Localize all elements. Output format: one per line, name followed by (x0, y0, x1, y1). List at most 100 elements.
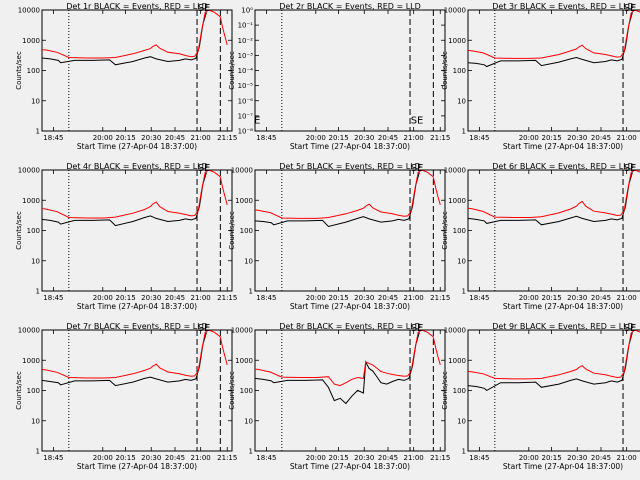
y-tick-label: 100 (453, 387, 466, 395)
y-tick-label: 10000 (444, 7, 466, 15)
annotation-label: SE (198, 323, 211, 334)
series-events-line (468, 332, 633, 392)
x-tick-label: 21:00 (191, 134, 211, 142)
plot-area (255, 170, 441, 291)
x-tick-label: 18:45 (469, 294, 489, 302)
y-tick-label: 10000 (444, 327, 466, 335)
x-tick-label: 20:00 (93, 454, 113, 462)
x-tick-label: 20:15 (329, 294, 349, 302)
x-tick-label: 20:15 (542, 134, 562, 142)
y-tick-label: 10 (244, 417, 253, 425)
y-tick-label: 10 (244, 257, 253, 265)
y-tick-label: 1000 (235, 357, 253, 365)
x-tick-label: 18:45 (256, 294, 276, 302)
series-lld-line (255, 170, 441, 219)
series-lld-line (255, 330, 441, 387)
axes-frame (467, 329, 640, 452)
x-tick-label: 20:30 (354, 134, 374, 142)
chart-title: Det 2r BLACK = Events, RED = LLD (279, 2, 421, 11)
series-lld-line (468, 170, 640, 218)
y-tick-label: 1 (36, 288, 40, 296)
panel-det-9: Det 9r BLACK = Events, RED = LLD 1 10 100 10… (441, 322, 640, 471)
y-tick-label: 10 (457, 257, 466, 265)
y-tick-label: 1 (36, 448, 40, 456)
y-tick-label: 1 (462, 448, 466, 456)
x-tick-label: 20:15 (116, 454, 136, 462)
series-lld-line (42, 330, 228, 379)
chart-title: Det 9r BLACK = Events, RED = LLD (492, 322, 634, 331)
x-axis-label: Start Time (27-Apr-04 18:37:00) (77, 302, 197, 311)
y-tick-label: 1 (249, 448, 253, 456)
x-tick-label: 20:00 (306, 294, 326, 302)
panel-det-3: Det 3r BLACK = Events, RED = LLD 1 10 100 10… (441, 2, 640, 151)
y-tick-label: 1000 (22, 197, 40, 205)
series-events-line (255, 332, 420, 405)
x-tick-label: 20:30 (141, 454, 161, 462)
series-events-line (42, 12, 207, 66)
panel-det-5: Det 5r BLACK = Events, RED = LLD 1 10 100 10… (228, 162, 450, 311)
x-tick-label: 20:45 (591, 294, 611, 302)
x-tick-label: 21:15 (217, 454, 237, 462)
x-tick-label: 18:45 (43, 294, 63, 302)
chart-title: Det 8r BLACK = Events, RED = LLD (279, 322, 421, 331)
x-tick-label: 21:15 (217, 294, 237, 302)
x-tick-label: 20:30 (567, 454, 587, 462)
x-tick-label: 21:00 (617, 134, 637, 142)
series-events-line (255, 172, 420, 228)
x-tick-label: 18:45 (43, 134, 63, 142)
x-axis-label: Start Time (27-Apr-04 18:37:00) (290, 462, 410, 471)
x-tick-label: 20:45 (165, 454, 185, 462)
x-tick-label: 20:15 (329, 454, 349, 462)
y-tick-label: 10⁻³ (238, 52, 254, 60)
y-tick-label: 10000 (444, 167, 466, 175)
x-tick-label: 20:00 (519, 454, 539, 462)
x-tick-label: 20:00 (306, 134, 326, 142)
x-axis-label: Start Time (27-Apr-04 18:37:00) (77, 142, 197, 151)
series-lld-line (42, 10, 228, 59)
x-tick-label: 20:45 (378, 454, 398, 462)
y-tick-label: 10000 (18, 7, 40, 15)
y-tick-label: 10000 (18, 167, 40, 175)
x-tick-label: 20:00 (93, 134, 113, 142)
y-tick-label: 10⁻¹ (238, 22, 254, 30)
x-tick-label: 20:45 (591, 454, 611, 462)
series-events-line (468, 172, 633, 226)
y-tick-label: 100 (240, 387, 253, 395)
x-axis-label: Start Time (27-Apr-04 18:37:00) (503, 142, 623, 151)
series-lld-line (468, 10, 640, 59)
y-tick-label: 1000 (448, 357, 466, 365)
y-tick-label: 1000 (448, 37, 466, 45)
y-tick-label: 10 (31, 417, 40, 425)
x-tick-label: 18:45 (469, 134, 489, 142)
y-tick-label: 100 (240, 227, 253, 235)
plot-area (42, 170, 228, 291)
y-tick-label: 100 (453, 67, 466, 75)
x-tick-label: 21:00 (617, 454, 637, 462)
x-tick-label: 20:15 (116, 134, 136, 142)
x-tick-label: 18:45 (256, 454, 276, 462)
y-tick-label: 100 (27, 387, 40, 395)
y-tick-label: 10⁻⁸ (238, 128, 254, 136)
y-axis-label: Counts/sec (15, 51, 23, 90)
x-tick-label: 21:00 (191, 294, 211, 302)
chart-title: Det 7r BLACK = Events, RED = LLD (66, 322, 208, 331)
x-tick-label: 20:45 (378, 294, 398, 302)
y-tick-label: 10⁻⁴ (238, 67, 254, 75)
plot-area (468, 10, 640, 131)
y-tick-label: 100 (453, 227, 466, 235)
x-axis-label: Start Time (27-Apr-04 18:37:00) (290, 302, 410, 311)
x-tick-label: 20:00 (519, 134, 539, 142)
x-tick-label: 21:15 (430, 454, 450, 462)
x-tick-label: 20:45 (165, 134, 185, 142)
y-tick-label: 1 (249, 288, 253, 296)
y-tick-label: 10 (457, 97, 466, 105)
chart-title: Det 5r BLACK = Events, RED = LLD (279, 162, 421, 171)
x-tick-label: 21:15 (430, 294, 450, 302)
y-tick-label: 100 (27, 67, 40, 75)
y-tick-label: 1000 (448, 197, 466, 205)
panel-det-6: Det 6r BLACK = Events, RED = LLD 1 10 100 10… (441, 162, 640, 311)
axes-frame (254, 169, 446, 292)
x-axis-label: Start Time (27-Apr-04 18:37:00) (290, 142, 410, 151)
axes-frame (467, 9, 640, 132)
y-axis-label: Counts/sec (15, 211, 23, 250)
